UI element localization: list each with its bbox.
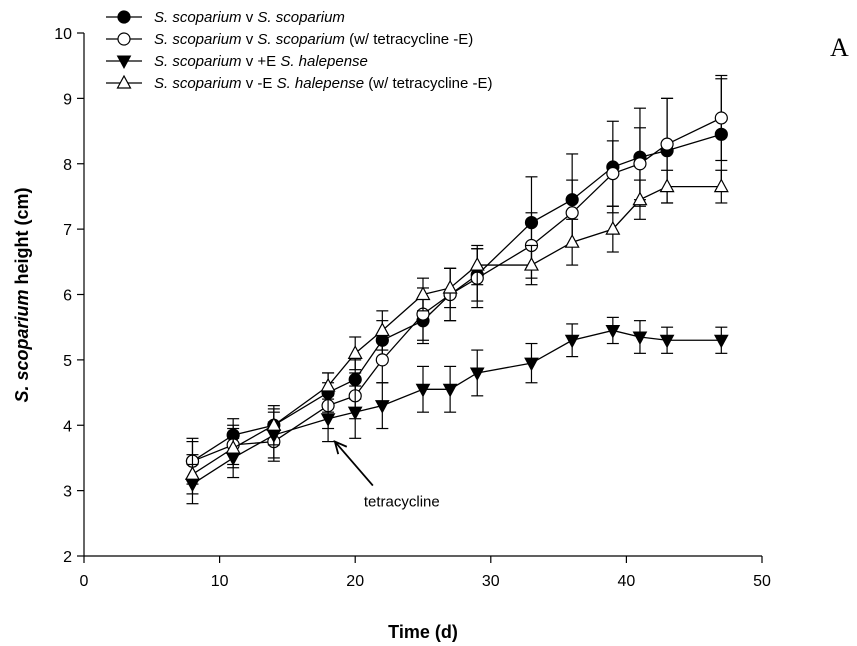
legend-entry-1: S. scoparium v S. scoparium [106, 9, 345, 26]
x-axis-title: Time (d) [388, 622, 458, 642]
panel-label: A [830, 33, 849, 62]
series-3 [185, 316, 729, 505]
annotation: tetracycline [333, 440, 440, 511]
data-point [564, 233, 580, 248]
data-point [442, 383, 458, 398]
annotation-arrow [334, 441, 374, 487]
axes [77, 32, 763, 563]
data-point [320, 413, 336, 427]
legend-label-part: v +E [242, 53, 281, 70]
series-1 [185, 78, 728, 482]
annotation-arrowhead [333, 440, 348, 455]
data-point [605, 220, 621, 235]
legend-label: S. scoparium v S. scoparium [154, 9, 345, 26]
legend-entry-4: S. scoparium v -E S. halepense (w/ tetra… [106, 74, 493, 92]
data-point [632, 331, 648, 346]
data-point [415, 286, 431, 301]
data-point [442, 279, 458, 294]
legend-label-part: S. scoparium [154, 75, 242, 92]
legend-marker [116, 74, 132, 89]
legend-label-part: (w/ tetracycline -E) [364, 75, 492, 92]
y-tick-label: 8 [63, 157, 72, 174]
legend-label: S. scoparium v S. scoparium (w/ tetracyc… [154, 31, 473, 48]
legend-label-part: S. scoparium [154, 31, 242, 48]
plot-area [184, 74, 729, 505]
legend-entry-2: S. scoparium v S. scoparium (w/ tetracyc… [106, 31, 473, 48]
annotations: tetracycline [333, 440, 440, 511]
data-point [659, 334, 675, 349]
y-tick-label: 7 [63, 222, 72, 239]
legend-label-part: S. scoparium [257, 31, 345, 48]
y-tick-label: 4 [63, 418, 72, 435]
data-point [374, 400, 390, 414]
legend-marker [116, 55, 132, 70]
legend-label-part: S. halepense [280, 53, 368, 70]
x-tick-label: 40 [618, 573, 636, 590]
data-point [320, 377, 336, 392]
legend-marker [117, 10, 131, 24]
annotation-label: tetracycline [364, 494, 440, 511]
data-point [714, 111, 728, 125]
data-point [660, 137, 674, 151]
legend-label-part: (w/ tetracycline -E) [345, 31, 473, 48]
legend-marker [117, 32, 131, 46]
data-point [347, 406, 363, 421]
legend-label: S. scoparium v +E S. halepense [154, 53, 368, 70]
y-tick-label: 10 [54, 26, 72, 43]
data-point [266, 416, 282, 431]
data-point [469, 367, 485, 381]
y-axis-title: S. scoparium height (cm) [12, 187, 32, 402]
data-point [659, 178, 675, 193]
y-axis-title-species: S. scoparium [12, 289, 32, 402]
data-point [524, 357, 539, 372]
y-tick-label: 5 [63, 353, 72, 370]
data-point [632, 191, 648, 206]
y-tick-label: 9 [63, 91, 72, 108]
data-point [225, 439, 241, 454]
data-point [633, 157, 647, 171]
x-tick-label: 0 [80, 573, 89, 590]
legend-label-part: S. scoparium [257, 9, 345, 26]
data-point [565, 206, 579, 220]
data-point [605, 324, 621, 339]
legend-label: S. scoparium v -E S. halepense (w/ tetra… [154, 75, 493, 92]
x-tick-label: 20 [346, 573, 364, 590]
y-tick-label: 2 [63, 549, 72, 566]
x-tick-label: 50 [753, 573, 771, 590]
data-point [415, 383, 431, 398]
data-point [713, 334, 729, 349]
legend-label-part: S. halepense [277, 75, 365, 92]
data-point [564, 334, 580, 349]
legend-label-part: S. scoparium [154, 9, 242, 26]
x-tick-label: 10 [211, 573, 229, 590]
y-tick-label: 3 [63, 484, 72, 501]
series-4 [184, 169, 729, 495]
legend-label-part: v [242, 9, 258, 26]
data-point [184, 466, 200, 480]
data-point [523, 256, 539, 271]
data-point [469, 256, 485, 271]
data-point [375, 353, 389, 367]
legend-label-part: v -E [242, 75, 277, 92]
data-point [347, 345, 363, 359]
tick-labels: 2 3 4 5 6 7 8 9 10 0 10 20 30 40 50 [54, 26, 771, 590]
legend-label-part: S. scoparium [154, 53, 242, 70]
data-point [713, 178, 729, 193]
y-axis-title-rest: height (cm) [12, 187, 32, 289]
y-tick-label: 6 [63, 288, 72, 305]
legend-entry-3: S. scoparium v +E S. halepense [106, 53, 368, 70]
data-point [374, 322, 390, 337]
data-point [606, 166, 620, 181]
x-tick-label: 30 [482, 573, 500, 590]
legend-label-part: v [242, 31, 258, 48]
series-2 [185, 74, 728, 485]
